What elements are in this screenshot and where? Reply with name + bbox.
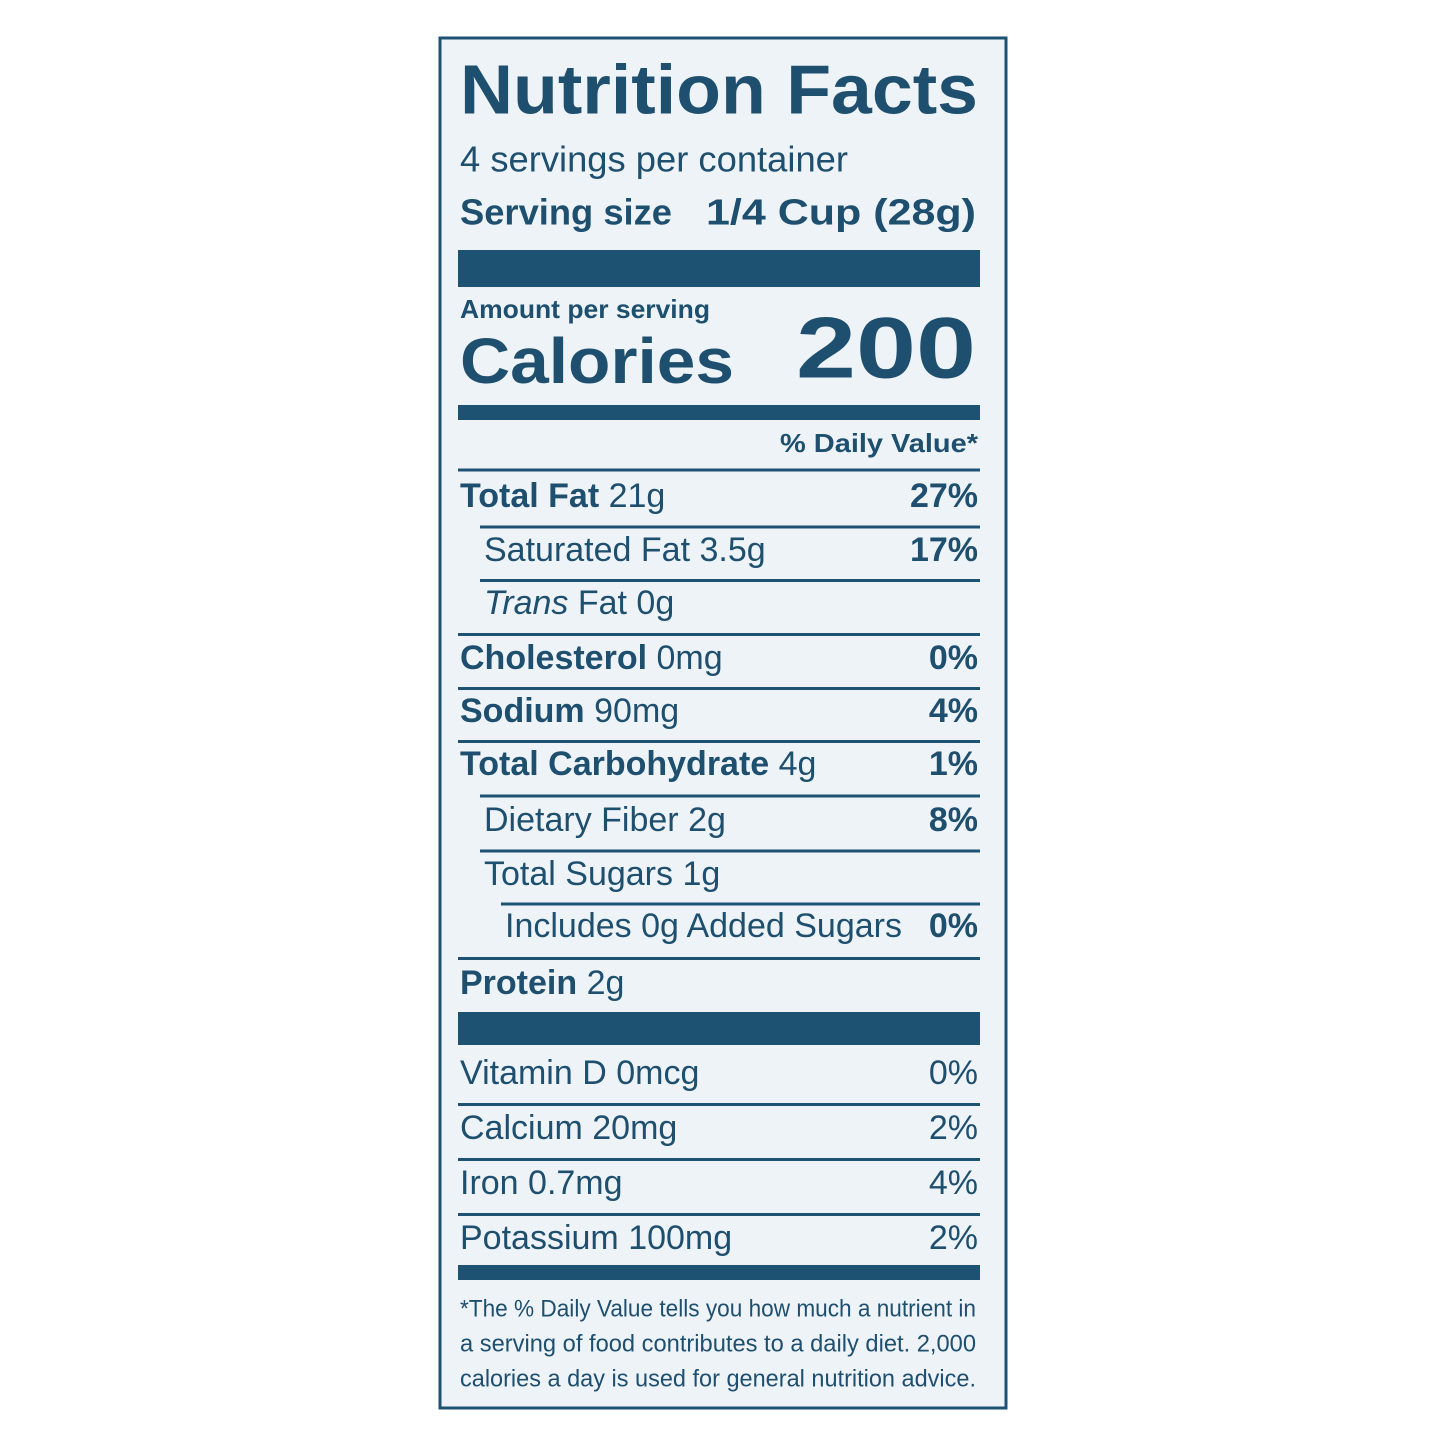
nutrient-name: Sodium bbox=[460, 692, 585, 730]
nutrient-row: Total Fat 21g bbox=[460, 477, 665, 515]
divider bbox=[458, 1012, 980, 1045]
nutrient-name: Total Fat bbox=[460, 477, 599, 515]
nutrient-row: Total Carbohydrate 4g bbox=[460, 745, 816, 783]
serving-size-label: Serving size bbox=[460, 192, 672, 233]
nutrient-dv: 1% bbox=[929, 745, 978, 783]
calories-value: 200 bbox=[796, 301, 976, 397]
vitamin-amount: 0.7mg bbox=[528, 1164, 623, 1202]
vitamin-dv: 2% bbox=[929, 1109, 978, 1147]
vitamin-amount: 20mg bbox=[592, 1109, 677, 1147]
vitamin-row: Vitamin D 0mcg bbox=[460, 1054, 699, 1092]
nutrient-amount: 0g bbox=[636, 584, 674, 622]
divider bbox=[458, 405, 980, 420]
nutrient-row: Protein 2g bbox=[460, 964, 624, 1002]
nutrient-amount: 90mg bbox=[594, 692, 679, 730]
calories-label: Calories bbox=[460, 325, 734, 397]
title: Nutrition Facts bbox=[460, 50, 978, 128]
vitamin-name: Vitamin D bbox=[460, 1054, 607, 1092]
vitamin-dv: 2% bbox=[929, 1219, 978, 1257]
amount-per-serving: Amount per serving bbox=[460, 294, 710, 324]
vitamin-name: Calcium bbox=[460, 1109, 583, 1147]
nutrient-dv: 17% bbox=[910, 531, 978, 569]
footnote-line: a serving of food contributes to a daily… bbox=[460, 1330, 976, 1357]
divider bbox=[458, 250, 980, 287]
serving-size-value: 1/4 Cup (28g) bbox=[706, 192, 976, 233]
nutrient-name: Cholesterol bbox=[460, 639, 647, 677]
vitamin-amount: 100mg bbox=[628, 1219, 732, 1257]
nutrient-row: Cholesterol 0mg bbox=[460, 639, 723, 677]
nutrient-name: Protein bbox=[460, 964, 577, 1002]
footnote-line: *The % Daily Value tells you how much a … bbox=[460, 1295, 976, 1322]
nutrient-name: Includes 0g Added Sugars bbox=[505, 907, 902, 945]
vitamin-dv: 0% bbox=[929, 1054, 978, 1092]
nutrient-amount: 0mg bbox=[657, 639, 723, 677]
nutrient-amount: 2g bbox=[688, 801, 726, 839]
nutrient-row: Includes 0g Added Sugars bbox=[505, 907, 902, 945]
nutrient-dv: 0% bbox=[929, 907, 978, 945]
vitamin-row: Calcium 20mg bbox=[460, 1109, 677, 1147]
nutrient-name: Trans bbox=[484, 584, 568, 622]
nutrient-amount: 1g bbox=[682, 855, 720, 893]
vitamin-name: Iron bbox=[460, 1164, 519, 1202]
vitamin-row: Iron 0.7mg bbox=[460, 1164, 623, 1202]
nutrient-row: Trans Fat 0g bbox=[484, 584, 674, 622]
vitamin-row: Potassium 100mg bbox=[460, 1219, 732, 1257]
nutrient-row: Total Sugars 1g bbox=[484, 855, 720, 893]
nutrient-row: Saturated Fat 3.5g bbox=[484, 531, 766, 569]
vitamin-name: Potassium bbox=[460, 1219, 619, 1257]
nutrient-dv: 8% bbox=[929, 801, 978, 839]
nutrient-row: Sodium 90mg bbox=[460, 692, 679, 730]
nutrient-name: Saturated Fat bbox=[484, 531, 691, 569]
nutrient-name: Total Sugars bbox=[484, 855, 673, 893]
nutrient-amount: 2g bbox=[587, 964, 625, 1002]
nutrient-amount: 4g bbox=[779, 745, 817, 783]
vitamin-amount: 0mcg bbox=[616, 1054, 699, 1092]
divider bbox=[458, 1265, 980, 1280]
nutrient-amount: 3.5g bbox=[699, 531, 765, 569]
nutrient-row: Dietary Fiber 2g bbox=[484, 801, 726, 839]
footnote-line: calories a day is used for general nutri… bbox=[460, 1365, 976, 1392]
nutrient-name: Total Carbohydrate bbox=[460, 745, 769, 783]
nutrient-name: Dietary Fiber bbox=[484, 801, 679, 839]
vitamin-dv: 4% bbox=[929, 1164, 978, 1202]
nutrient-dv: 27% bbox=[910, 477, 978, 515]
daily-value-header: % Daily Value* bbox=[780, 428, 979, 458]
nutrient-dv: 0% bbox=[929, 639, 978, 677]
nutrient-dv: 4% bbox=[929, 692, 978, 730]
nutrient-name: Fat bbox=[578, 584, 628, 622]
nutrient-amount: 21g bbox=[609, 477, 666, 515]
servings: 4 servings per container bbox=[460, 139, 848, 180]
